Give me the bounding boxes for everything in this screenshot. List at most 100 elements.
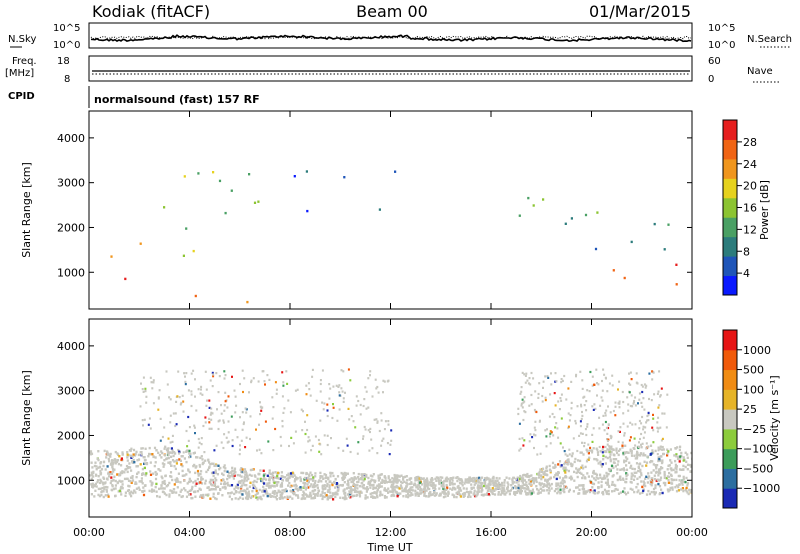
velocity-echo-cell [376, 420, 379, 423]
velocity-echo-cell [508, 490, 511, 493]
velocity-echo-cell [398, 479, 401, 482]
velocity-echo-cell [199, 473, 202, 476]
velocity-echo-cell [402, 495, 405, 498]
velocity-echo-cell [365, 475, 368, 478]
velocity-echo-cell [261, 490, 264, 493]
velocity-echo-cell [130, 481, 133, 484]
velocity-echo-cell [163, 447, 166, 450]
velocity-echo-cell [343, 496, 346, 500]
velocity-echo-cell [642, 428, 645, 431]
velocity-echo-cell [174, 412, 177, 415]
velocity-echo-cell [243, 489, 246, 492]
velocity-echo-cell [633, 490, 636, 494]
velocity-echo-cell [149, 480, 152, 483]
velocity-echo-cell [448, 479, 451, 482]
velocity-echo-cell [643, 408, 646, 411]
velocity-echo-cell [304, 497, 307, 500]
velocity-echo-cell [675, 478, 678, 482]
velocity-echo-cell [357, 472, 360, 476]
velocity-echo-cell [397, 492, 400, 495]
velocity-echo-cell [684, 451, 687, 454]
velocity-echo-cell [575, 486, 578, 489]
velocity-echo-cell [209, 413, 212, 416]
velocity-echo-cell [544, 473, 547, 476]
velocity-echo-cell [188, 470, 191, 474]
velocity-echo-cell [178, 450, 181, 453]
velocity-echo-cell [387, 475, 390, 478]
velocity-echo-cell [274, 496, 277, 499]
velocity-echo-cell [559, 442, 562, 445]
velocity-echo-cell [271, 473, 274, 476]
velocity-echo-cell [378, 494, 382, 497]
velocity-echo-cell [375, 418, 378, 421]
velocity-echo-cell [497, 481, 500, 485]
velocity-echo-cell [523, 479, 526, 482]
velocity-echo-cell [141, 482, 144, 485]
velocity-echo-cell [357, 399, 360, 403]
velocity-echo-cell [175, 491, 178, 494]
velocity-echo-cell [344, 495, 347, 498]
velocity-echo-cell [431, 484, 434, 487]
velocity-echo-cell [419, 486, 422, 489]
velocity-echo-cell [371, 492, 374, 495]
velocity-echo-cell [599, 463, 602, 466]
velocity-echo-cell [520, 386, 523, 389]
velocity-echo-cell [155, 473, 158, 476]
velocity-echo-cell [186, 482, 189, 485]
velocity-echo-cell [354, 484, 357, 487]
velocity-echo-cell [395, 478, 398, 481]
velocity-echo-cell [667, 450, 670, 453]
velocity-echo-cell [119, 487, 122, 490]
velocity-echo-cell [530, 371, 533, 375]
velocity-echo-cell [604, 481, 608, 484]
velocity-echo-cell [142, 493, 146, 497]
velocity-echo-cell [172, 491, 175, 494]
velocity-echo-cell [613, 458, 616, 461]
velocity-echo-cell [624, 456, 628, 459]
velocity-echo-cell [259, 495, 262, 499]
velocity-echo-cell [226, 406, 229, 409]
velocity-echo-cell [97, 493, 100, 497]
velocity-echo-cell [619, 468, 622, 471]
velocity-echo-cell [417, 481, 420, 484]
velocity-echo-cell [633, 437, 636, 440]
velocity-echo-cell [392, 481, 395, 485]
velocity-echo-cell [585, 409, 588, 412]
power-y-label: Slant Range [km] [20, 162, 33, 258]
velocity-echo-cell [215, 497, 218, 501]
velocity-echo-cell [260, 409, 263, 412]
velocity-echo-cell [579, 459, 582, 463]
velocity-echo-cell [318, 450, 321, 453]
velocity-echo-cell [275, 498, 278, 501]
velocity-echo-cell [269, 493, 272, 496]
velocity-echo-cell [667, 489, 670, 492]
velocity-echo-cell [187, 439, 190, 442]
velocity-echo-cell [582, 474, 585, 477]
velocity-echo-cell [628, 382, 630, 385]
velocity-echo-cell [131, 475, 134, 478]
power-echo-cell [197, 172, 200, 175]
velocity-echo-cell [188, 449, 191, 453]
velocity-echo-cell [264, 473, 267, 476]
velocity-echo-cell [606, 483, 609, 486]
velocity-echo-cell [250, 379, 253, 382]
velocity-echo-cell [337, 486, 340, 489]
velocity-echo-cell [294, 478, 297, 481]
power-panel-frame [88, 110, 693, 310]
velocity-echo-cell [641, 405, 644, 408]
velocity-echo-cell [308, 478, 311, 481]
velocity-echo-cell [314, 435, 317, 438]
velocity-echo-cell [329, 471, 332, 475]
velocity-echo-cell [585, 400, 588, 403]
velocity-ytick-label: 4000 [57, 340, 85, 353]
velocity-echo-cell [407, 493, 410, 496]
nsky-tick-bottom: 10^0 [53, 40, 80, 51]
velocity-echo-cell [310, 478, 313, 481]
velocity-echo-cell [511, 487, 514, 490]
velocity-echo-cell [667, 478, 670, 482]
velocity-echo-cell [383, 475, 386, 478]
velocity-echo-cell [150, 381, 153, 384]
velocity-echo-cell [192, 369, 195, 372]
velocity-echo-cell [256, 491, 260, 495]
